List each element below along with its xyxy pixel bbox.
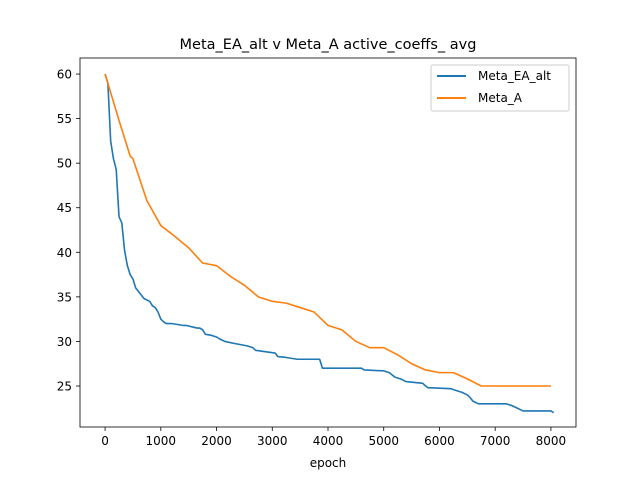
- x-tick-label: 1000: [146, 434, 177, 448]
- x-tick-label: 2000: [201, 434, 232, 448]
- x-tick-label: 5000: [368, 434, 399, 448]
- y-tick-label: 35: [57, 290, 72, 304]
- series-line-meta-ea-alt: [104, 73, 555, 414]
- y-tick-label: 25: [57, 380, 72, 394]
- y-tick-label: 60: [57, 68, 72, 82]
- y-tick-label: 50: [57, 157, 72, 171]
- series-line-meta-a: [104, 73, 551, 387]
- y-tick-label: 55: [57, 112, 72, 126]
- x-tick-label: 4000: [313, 434, 344, 448]
- plot-frame: [79, 57, 577, 428]
- x-axis-ticks: 0 1000 2000 3000 4000 5000 6000 7000 8000: [101, 427, 566, 448]
- chart-title: Meta_EA_alt v Meta_A active_coeffs_ avg: [180, 37, 477, 53]
- plot-lines: [104, 73, 555, 414]
- x-axis-label: epoch: [310, 456, 347, 470]
- y-axis-ticks: 25 30 35 40 45 50 55 60: [57, 68, 80, 394]
- x-tick-label: 7000: [480, 434, 511, 448]
- legend-label-meta-ea-alt: Meta_EA_alt: [478, 69, 551, 83]
- x-tick-label: 0: [101, 434, 109, 448]
- x-tick-label: 3000: [257, 434, 288, 448]
- y-tick-label: 45: [57, 201, 72, 215]
- y-tick-label: 30: [57, 335, 72, 349]
- x-tick-label: 6000: [424, 434, 455, 448]
- y-tick-label: 40: [57, 246, 72, 260]
- legend-label-meta-a: Meta_A: [478, 91, 523, 105]
- x-tick-label: 8000: [536, 434, 567, 448]
- legend: Meta_EA_alt Meta_A: [430, 64, 570, 112]
